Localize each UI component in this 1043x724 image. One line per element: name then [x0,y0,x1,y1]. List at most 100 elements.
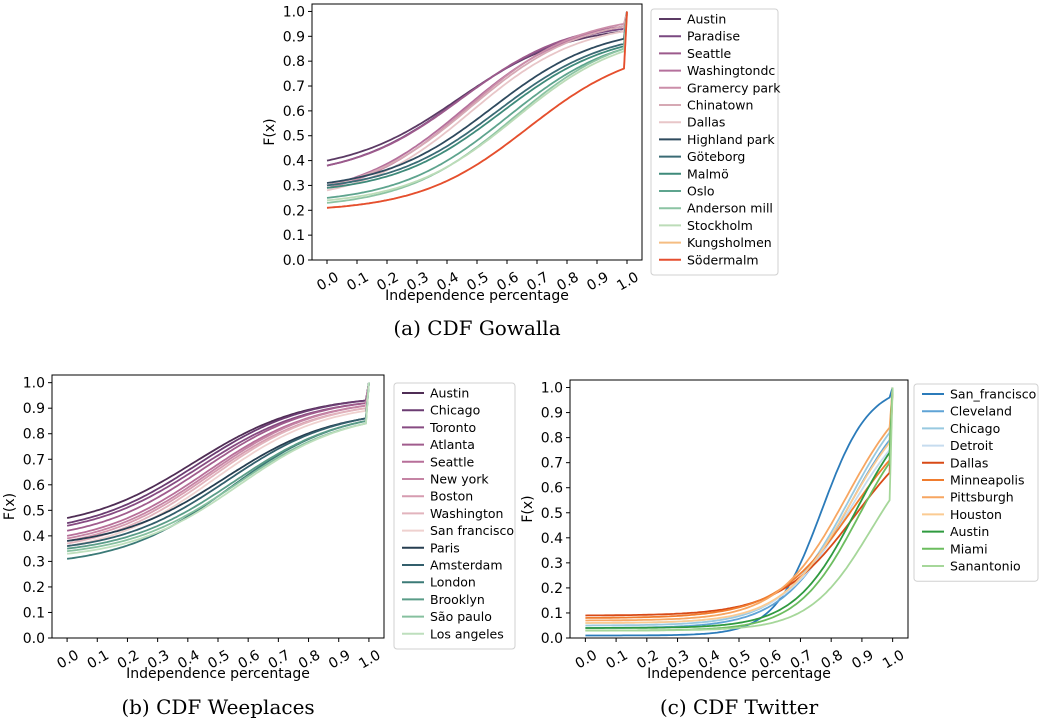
legend-label: Dallas [687,115,725,130]
y-axis-label: F(x) [2,493,18,520]
x-tick-label: 0.0 [573,647,600,672]
legend-label: Minneapolis [950,473,1025,488]
series-line-11 [66,382,370,547]
y-tick-label: 0.9 [283,29,305,45]
legend-label: New york [430,472,489,487]
series-line-13 [66,382,370,550]
series-line-9 [66,382,370,547]
x-tick-label: 0.0 [54,647,81,672]
chart-caption: (a) CDF Gowalla [393,316,560,340]
y-tick-label: 0.7 [541,456,563,472]
legend-box [650,8,779,276]
y-axis-label: F(x) [262,118,278,145]
gowalla-chart: 0.00.10.20.30.40.50.60.70.80.91.00.0 0.1 0… [262,3,781,340]
series-line-8 [585,387,894,624]
y-tick-label: 0.4 [23,529,45,545]
x-tick-label: 1.0 [356,647,383,672]
series-line-15 [67,382,370,555]
x-tick-label: 0.1 [85,647,112,672]
legend-label: London [430,575,476,590]
y-tick-label: 0.2 [541,581,563,597]
y-tick-label: 0.7 [23,452,45,468]
legend-label: Toronto [429,420,476,435]
series-line-3 [66,382,370,527]
x-tick-label: 0.9 [584,269,611,294]
x-axis-label: Independence percentage [647,666,831,682]
y-tick-label: 0.1 [23,605,45,621]
legend-label: Dallas [950,455,988,470]
legend-label: Chicago [430,403,480,418]
legend-label: Oslo [687,184,714,199]
series-line-5 [326,11,628,189]
chart-caption: (c) CDF Twitter [660,695,819,719]
legend-label: San francisco [430,523,514,538]
series-line-13 [326,11,628,202]
legend-label: Chicago [950,421,1000,436]
series-line-7 [326,11,628,192]
y-tick-label: 0.3 [283,178,305,194]
chart-caption: (b) CDF Weeplaces [121,695,314,719]
legend-label: Austin [430,386,469,401]
legend-label: Washingtondc [687,63,775,78]
y-tick-label: 0.8 [283,54,305,70]
y-tick-label: 0.5 [23,503,45,519]
legend-label: Amsterdam [430,558,503,573]
x-axis-label: Independence percentage [385,288,569,304]
series-line-6 [66,382,370,540]
legend-label: Göteborg [687,149,745,164]
legend-label: Stockholm [687,218,753,233]
legend-label: Chinatown [687,98,753,113]
legend-label: Brooklyn [430,592,485,607]
legend-label: Boston [430,489,473,504]
legend-label: Södermalm [687,252,759,267]
y-tick-label: 0.8 [23,427,45,443]
series-line-2 [66,382,370,524]
y-tick-label: 0.5 [283,129,305,145]
legend: San_francisco Cleveland Chicago Detroit Dall… [913,383,1039,582]
series-line-1 [66,382,370,519]
legend: Austin Paradise Seattle Washingtondc Gramerc… [650,8,781,276]
legend-label: Cleveland [950,404,1012,419]
series-line-4 [66,382,370,532]
legend-label: Miami [950,541,988,556]
y-tick-label: 0.9 [541,406,563,422]
series-line-6 [585,387,894,619]
y-tick-label: 0.6 [283,104,305,120]
legend-label: São paulo [430,609,492,624]
series-line-3 [585,387,894,627]
legend-label: Austin [950,524,989,539]
x-tick-label: 1.0 [880,647,907,672]
series-line-9 [326,11,628,187]
legend-label: Malmö [687,166,729,181]
legend-label: Pittsburgh [950,490,1014,505]
y-tick-label: 0.2 [283,203,305,219]
series-line-10 [66,382,370,542]
series-line-11 [585,387,894,632]
y-tick-label: 0.1 [283,228,305,244]
y-tick-label: 0.6 [23,478,45,494]
y-tick-label: 1.0 [283,4,305,20]
y-tick-label: 0.7 [283,79,305,95]
series-line-9 [585,387,894,629]
x-tick-label: 0.1 [344,269,371,294]
weeplaces-chart: 0.00.10.20.30.40.50.60.70.80.91.00.0 0.1 0… [2,374,516,719]
y-tick-label: 0.4 [283,154,305,170]
legend-label: San_francisco [950,387,1036,402]
y-tick-label: 0.2 [23,580,45,596]
legend-box [913,383,1039,582]
y-tick-label: 0.0 [283,253,305,269]
y-tick-label: 0.0 [23,631,45,647]
y-tick-label: 1.0 [541,381,563,397]
y-tick-label: 0.4 [541,531,563,547]
y-tick-label: 0.3 [23,554,45,570]
legend-label: Sanantonio [950,559,1021,574]
x-axis-label: Independence percentage [126,666,310,682]
y-tick-label: 0.3 [541,556,563,572]
legend-box [393,382,516,650]
legend-label: Detroit [950,438,993,453]
x-tick-label: 1.0 [614,269,641,294]
legend-label: Houston [950,507,1002,522]
x-tick-label: 0.9 [849,647,876,672]
series-line-5 [585,387,894,617]
